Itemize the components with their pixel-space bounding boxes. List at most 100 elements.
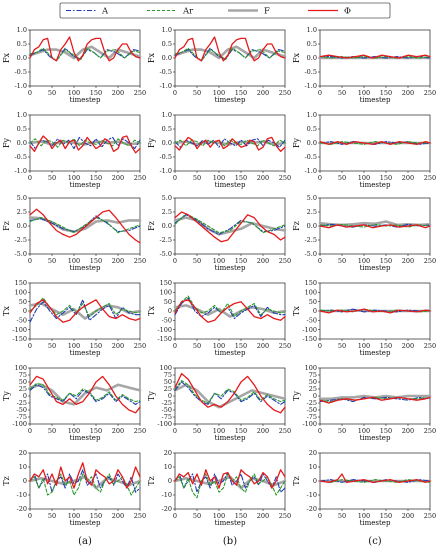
y-tick-label: -1.0 <box>14 167 27 175</box>
x-tick-label: 100 <box>358 257 370 265</box>
column-caption-3: (c) <box>368 536 382 547</box>
series-line-phi <box>319 396 431 404</box>
y-tick-label: -100 <box>12 420 27 428</box>
y-tick-label: 100 <box>15 364 27 372</box>
y-tick-label: 2.5 <box>17 208 27 216</box>
y-tick-label: 100 <box>15 289 27 297</box>
x-tick-label: 0 <box>318 89 322 97</box>
x-tick-label: 100 <box>213 342 225 350</box>
y-tick-label: -50 <box>17 317 27 325</box>
series-line-phi <box>29 462 141 489</box>
x-tick-label: 100 <box>213 512 225 520</box>
y-axis-label: Fz <box>292 221 301 231</box>
x-axis-label: timestep <box>360 264 391 272</box>
x-tick-label: 150 <box>235 512 247 520</box>
y-axis-label: Fy <box>147 137 156 148</box>
x-tick-label: 250 <box>424 342 436 350</box>
x-tick-label: 0 <box>173 174 177 182</box>
x-tick-label: 200 <box>257 342 269 350</box>
series-line-phi <box>174 299 286 323</box>
x-tick-label: 250 <box>424 89 436 97</box>
y-tick-label: 50 <box>309 378 317 386</box>
x-tick-label: 100 <box>213 257 225 265</box>
subplot-fx-3: 1.0 0.5 0.0 -0.5 -1.00 50 100 150 200 250 Fx timest… <box>292 26 436 104</box>
y-tick-label: 1.0 <box>307 111 317 119</box>
x-tick-label: 0 <box>318 342 322 350</box>
x-tick-label: 100 <box>68 342 80 350</box>
y-tick-label: -150 <box>302 335 317 343</box>
series-line-ar <box>29 217 141 234</box>
y-tick-label: 0.0 <box>17 54 27 62</box>
x-tick-label: 100 <box>358 89 370 97</box>
y-tick-label: 20 <box>164 449 172 457</box>
series-line-a <box>174 381 286 405</box>
y-tick-label: -0.5 <box>14 68 27 76</box>
y-tick-label: 0.5 <box>307 40 317 48</box>
x-axis-label: timestep <box>70 434 101 442</box>
x-tick-label: 0 <box>318 427 322 435</box>
x-axis-label: timestep <box>215 434 246 442</box>
y-tick-label: -1.0 <box>14 82 27 90</box>
x-tick-label: 150 <box>380 427 392 435</box>
y-tick-label: -1.0 <box>159 167 172 175</box>
x-axis-label: timestep <box>70 519 101 527</box>
x-tick-label: 50 <box>48 257 56 265</box>
y-tick-label: 0.0 <box>307 139 317 147</box>
y-tick-label: 150 <box>15 279 27 287</box>
series-line-phi <box>174 211 286 243</box>
series-line-phi <box>29 375 141 414</box>
legend-label-4: Φ <box>344 7 351 17</box>
x-tick-label: 200 <box>112 174 124 182</box>
x-tick-label: 50 <box>48 89 56 97</box>
x-axis-label: timestep <box>215 264 246 272</box>
x-tick-label: 250 <box>134 174 146 182</box>
x-tick-label: 0 <box>28 342 32 350</box>
x-tick-label: 50 <box>338 257 346 265</box>
x-tick-label: 0 <box>173 342 177 350</box>
y-tick-label: -150 <box>12 335 27 343</box>
x-tick-label: 250 <box>134 257 146 265</box>
y-tick-label: -20 <box>307 505 317 513</box>
y-tick-label: -150 <box>157 335 172 343</box>
y-tick-label: 0 <box>313 392 317 400</box>
y-tick-label: -100 <box>157 326 172 334</box>
y-tick-label: -1.0 <box>304 167 317 175</box>
x-tick-label: 100 <box>68 257 80 265</box>
x-axis-label: timestep <box>215 519 246 527</box>
x-tick-label: 250 <box>424 512 436 520</box>
x-axis-label: timestep <box>70 181 101 189</box>
y-axis-label: Ty <box>2 391 11 401</box>
series-line-phi <box>319 308 431 314</box>
y-tick-label: -10 <box>162 491 172 499</box>
y-tick-label: 75 <box>164 371 172 379</box>
x-tick-label: 250 <box>134 342 146 350</box>
x-tick-label: 100 <box>68 512 80 520</box>
x-tick-label: 50 <box>48 427 56 435</box>
series-line-phi <box>319 224 431 229</box>
series-line-a <box>319 308 431 313</box>
x-axis-label: timestep <box>215 349 246 357</box>
y-tick-label: 0 <box>168 307 172 315</box>
x-tick-label: 100 <box>213 174 225 182</box>
y-tick-label: 1.0 <box>17 26 27 34</box>
y-tick-label: 5.0 <box>162 194 172 202</box>
x-tick-label: 200 <box>257 89 269 97</box>
series-line-phi <box>29 135 141 154</box>
y-axis-label: Tz <box>292 476 301 486</box>
y-tick-label: -25 <box>17 399 27 407</box>
x-tick-label: 50 <box>193 89 201 97</box>
x-tick-label: 150 <box>235 174 247 182</box>
series-line-a <box>319 396 431 403</box>
y-tick-label: 50 <box>164 298 172 306</box>
x-tick-label: 200 <box>257 512 269 520</box>
y-axis-label: Fy <box>292 137 301 148</box>
x-tick-label: 100 <box>68 89 80 97</box>
y-tick-label: 25 <box>309 385 317 393</box>
y-tick-label: -75 <box>17 413 27 421</box>
